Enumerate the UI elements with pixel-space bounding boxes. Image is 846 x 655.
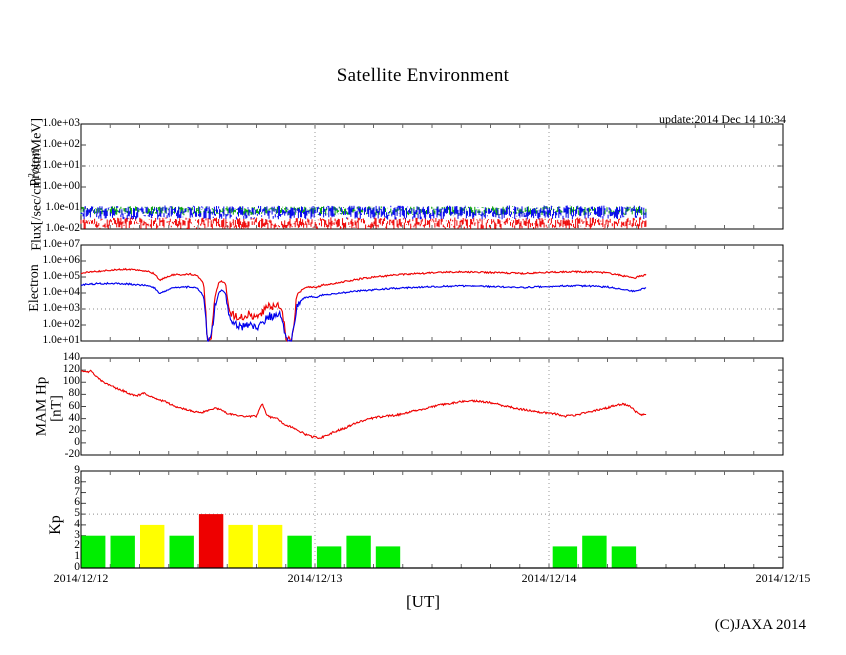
ytick-label: 8	[74, 474, 80, 487]
ytick-label: 1.0e+03	[42, 117, 80, 129]
ytick-label: 0	[74, 435, 80, 448]
ytick-label: 40	[68, 411, 81, 424]
ytick-label: 1.0e+03	[42, 302, 80, 314]
xtick-label: 2014/12/14	[521, 571, 577, 585]
kp-bar	[346, 535, 371, 568]
kp-bar	[257, 524, 283, 568]
xtick-label: 2014/12/15	[755, 571, 811, 585]
ytick-label: 1.0e+02	[42, 138, 80, 150]
ytick-label: 6	[74, 496, 80, 509]
ytick-label: 140	[62, 351, 80, 363]
copyright-notice: (C)JAXA 2014	[714, 617, 806, 633]
ytick-label: 4	[74, 517, 80, 530]
kp-bar	[198, 514, 224, 568]
kp-bar	[169, 535, 194, 568]
kp-bar	[316, 546, 342, 568]
ytick-label: 1.0e+00	[42, 180, 80, 192]
ytick-label: 80	[68, 387, 81, 400]
ytick-label: 120	[62, 363, 80, 376]
ytick-label: 100	[62, 375, 80, 388]
xtick-label: 2014/12/12	[53, 571, 109, 585]
ytick-label: 1.0e+01	[42, 334, 80, 346]
ytick-label: 1.0e-02	[45, 222, 80, 234]
ytick-label: 2	[74, 539, 80, 552]
ytick-label: 1.0e+05	[42, 270, 80, 282]
ytick-label: -20	[64, 448, 80, 460]
ytick-label: 60	[68, 399, 81, 412]
kp-bar	[228, 524, 253, 568]
kp-bar	[81, 535, 106, 568]
ytick-label: 1.0e-01	[45, 201, 80, 213]
ytick-label: 3	[74, 528, 80, 541]
kp-bar	[287, 535, 312, 568]
kp-bar	[611, 546, 637, 568]
update-timestamp: update:2014 Dec 14 10:34	[659, 112, 786, 126]
ytick-label: 1.0e+04	[42, 286, 80, 298]
ytick-label: 1.0e+02	[42, 318, 80, 330]
ytick-label: 20	[68, 423, 81, 436]
ytick-label: 1.0e+01	[42, 159, 80, 171]
x-axis-title: [UT]	[406, 592, 440, 611]
kp-bar	[582, 535, 607, 568]
ytick-label: 1.0e+07	[42, 238, 80, 250]
kp-bar	[110, 535, 135, 568]
ytick-label: 1.0e+06	[42, 254, 80, 266]
page-title: Satellite Environment	[336, 65, 510, 86]
xtick-label: 2014/12/13	[287, 571, 343, 585]
kp-bar	[140, 524, 165, 568]
kp-bar	[552, 546, 578, 568]
ytick-label: 1	[74, 550, 80, 563]
kp-bar	[375, 546, 401, 568]
ytick-label: 9	[74, 464, 80, 476]
ytick-label: 0	[74, 561, 80, 573]
ytick-label: 7	[74, 485, 80, 498]
ytick-label: 5	[74, 507, 80, 520]
